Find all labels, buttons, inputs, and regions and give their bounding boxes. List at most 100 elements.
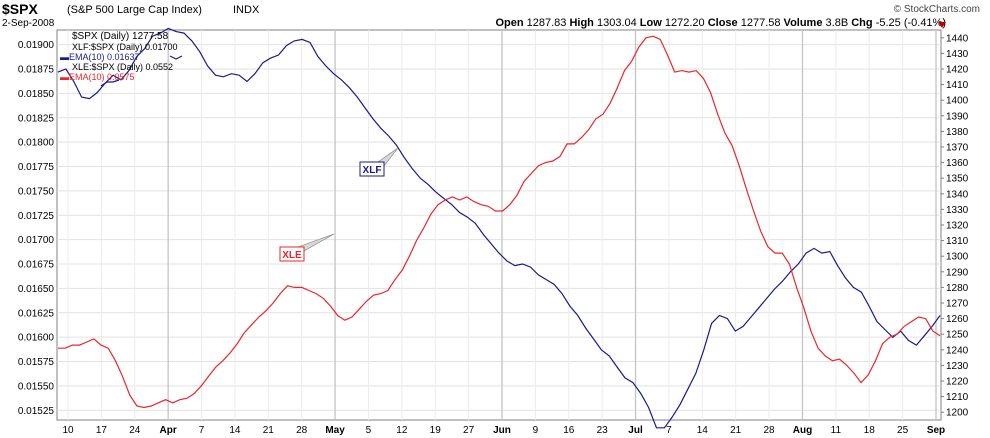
legend-xle: XLE:$SPX (Daily) 0.0552 xyxy=(72,62,174,72)
left-axis-ticks: 0.01525 0.01550 0.01575 0.01600 0.01625 0.016… xyxy=(18,40,55,417)
series-callouts: XLF XLE xyxy=(279,147,399,262)
right-tick-label: 1240 xyxy=(946,345,969,356)
right-tick-label: 1270 xyxy=(946,299,969,310)
close-label: Close xyxy=(707,17,738,29)
chg-label: Chg xyxy=(851,17,873,29)
legend-xlf-trace-2 xyxy=(169,55,183,60)
x-tick-label: 23 xyxy=(597,425,609,436)
x-tick-label: Jun xyxy=(493,425,511,436)
right-tick-label: 1350 xyxy=(946,174,969,185)
left-tick-label: 0.01725 xyxy=(18,211,55,222)
x-tick-label: 11 xyxy=(831,425,842,436)
right-tick-label: 1410 xyxy=(946,80,969,91)
legend-xlf-ema-text: EMA(10) 0.01637 xyxy=(69,52,140,62)
close-value: 1277.58 xyxy=(740,17,781,29)
symbol-description: (S&P 500 Large Cap Index) xyxy=(67,4,202,16)
volume-value: 3.8B xyxy=(825,17,849,29)
chart-date: 2-Sep-2008 xyxy=(2,18,55,29)
right-tick-label: 1420 xyxy=(946,65,969,76)
volume-label: Volume xyxy=(783,17,823,29)
legend-xlf-trace xyxy=(100,79,120,87)
legend-xlf: XLF:$SPX (Daily) 0.01700 xyxy=(72,42,178,52)
right-tick-label: 1200 xyxy=(946,408,969,419)
exchange-label: INDX xyxy=(233,4,260,16)
high-label: High xyxy=(569,17,594,29)
left-tick-label: 0.01750 xyxy=(18,186,55,197)
quote-bar: Open 1287.83 High 1303.04 Low 1272.20 Cl… xyxy=(495,17,946,29)
series-lines xyxy=(57,27,941,429)
x-tick-label: 21 xyxy=(730,425,742,436)
right-tick-label: 1310 xyxy=(946,236,969,247)
grid-lines xyxy=(57,30,941,420)
left-tick-label: 0.01675 xyxy=(18,260,55,271)
right-tick-label: 1430 xyxy=(946,49,969,60)
symbol-title: $SPX xyxy=(2,1,38,17)
right-tick-label: 1300 xyxy=(946,252,969,263)
legend-xlf-swatch: ▬ xyxy=(60,52,69,62)
x-tick-label: May xyxy=(325,425,345,436)
left-tick-label: 0.01700 xyxy=(18,235,55,246)
right-tick-label: 1210 xyxy=(946,392,969,403)
right-axis-ticks: 1200 1210 1220 1230 1240 1250 1260 1270 1280 1290… xyxy=(941,33,969,419)
right-tick-label: 1440 xyxy=(946,33,969,44)
x-tick-label: 5 xyxy=(366,425,372,436)
right-tick-label: 1330 xyxy=(946,205,969,216)
x-tick-label: 17 xyxy=(96,425,108,436)
right-tick-label: 1280 xyxy=(946,283,969,294)
x-tick-label: 14 xyxy=(697,425,709,436)
callout-box xyxy=(279,246,305,262)
plot-area xyxy=(56,29,942,421)
right-tick-label: 1340 xyxy=(946,189,969,200)
high-value: 1303.04 xyxy=(596,17,637,29)
right-tick-label: 1320 xyxy=(946,221,969,232)
right-tick-label: 1400 xyxy=(946,96,969,107)
right-tick-label: 1380 xyxy=(946,127,969,138)
open-label: Open xyxy=(495,17,524,29)
x-tick-label: 25 xyxy=(897,425,909,436)
right-tick-label: 1290 xyxy=(946,267,969,278)
x-tick-label: 14 xyxy=(229,425,241,436)
left-tick-label: 0.01525 xyxy=(18,406,55,417)
series-line-xlf xyxy=(57,27,941,429)
right-tick-label: 1370 xyxy=(946,143,969,154)
legend-xlf-ema: ▬EMA(10) 0.01637 xyxy=(60,52,140,62)
x-tick-label: 7 xyxy=(666,425,672,436)
left-tick-label: 0.01775 xyxy=(18,162,55,173)
x-tick-label: 18 xyxy=(864,425,876,436)
x-tick-label: 10 xyxy=(62,425,74,436)
left-tick-label: 0.01800 xyxy=(18,138,55,149)
series-line-xle xyxy=(58,35,941,409)
x-tick-label: Sep xyxy=(927,425,945,436)
legend-xle-ema: ▬EMA(10) 0.0575 xyxy=(60,72,135,82)
x-tick-label: 7 xyxy=(199,425,205,436)
callout-label-xle: XLE xyxy=(282,250,302,261)
right-tick-label: 1220 xyxy=(946,377,969,388)
left-tick-label: 0.01650 xyxy=(18,284,55,295)
open-value: 1287.83 xyxy=(526,17,567,29)
right-tick-label: 1230 xyxy=(946,361,969,372)
left-tick-label: 0.01575 xyxy=(18,357,55,368)
left-tick-label: 0.01625 xyxy=(18,308,55,319)
x-tick-label: 16 xyxy=(563,425,575,436)
legend-spx: $SPX (Daily) 1277.58 xyxy=(72,31,169,42)
left-tick-label: 0.01550 xyxy=(18,381,55,392)
right-tick-label: 1390 xyxy=(946,111,969,122)
x-tick-label: 12 xyxy=(396,425,408,436)
x-axis-ticks: 10 17 24 Apr 7 14 21 28 May 5 12 19 27 Jun 9 16 23 Jul 7 14… xyxy=(62,425,945,436)
right-tick-label: 1360 xyxy=(946,158,969,169)
x-tick-label: 21 xyxy=(263,425,275,436)
left-tick-label: 0.01825 xyxy=(18,113,55,124)
x-tick-label: 24 xyxy=(129,425,141,436)
x-tick-label: 28 xyxy=(296,425,308,436)
x-tick-label: Aug xyxy=(793,425,812,436)
callout-box xyxy=(359,161,385,177)
right-tick-label: 1250 xyxy=(946,330,969,341)
low-value: 1272.20 xyxy=(664,17,705,29)
left-tick-label: 0.01850 xyxy=(18,89,55,100)
left-tick-label: 0.01875 xyxy=(18,65,55,76)
down-arrow-icon xyxy=(938,22,946,28)
legend-xle-swatch: ▬ xyxy=(60,72,69,82)
brand-label: © StockCharts.com xyxy=(893,4,980,15)
left-tick-label: 0.01900 xyxy=(18,40,55,51)
